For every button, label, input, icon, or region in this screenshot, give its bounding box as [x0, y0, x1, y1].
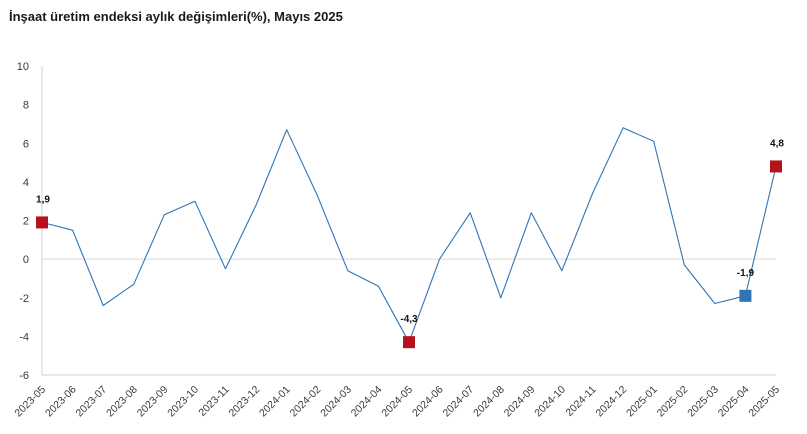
y-tick-label: 10: [17, 61, 29, 73]
y-tick-label: 8: [23, 100, 29, 112]
y-tick-label: -4: [19, 331, 29, 343]
data-label: 4,8: [770, 138, 784, 149]
x-tick-label: 2024-04: [349, 384, 385, 420]
y-tick-label: -6: [19, 370, 29, 382]
x-tick-label: 2025-05: [746, 384, 782, 420]
data-label: 1,9: [36, 194, 50, 205]
x-tick-label: 2025-03: [685, 384, 721, 420]
ticks-layer: -6-4-202468102023-052023-062023-072023-0…: [12, 61, 782, 419]
chart-title: İnşaat üretim endeksi aylık değişimleri(…: [9, 9, 343, 24]
data-label: -1,9: [737, 268, 755, 279]
data-label: -4,3: [400, 314, 418, 325]
x-tick-label: 2024-01: [257, 384, 293, 420]
y-tick-label: 2: [23, 216, 29, 228]
y-tick-label: -2: [19, 293, 29, 305]
x-tick-label: 2024-02: [288, 384, 324, 420]
x-tick-label: 2024-05: [379, 384, 415, 420]
x-tick-label: 2025-02: [655, 384, 691, 420]
x-tick-label: 2024-06: [410, 384, 446, 420]
highlight-marker: [403, 336, 415, 349]
x-tick-label: 2023-12: [226, 384, 262, 420]
series-line: [41, 127, 777, 343]
highlight-marker: [739, 289, 752, 302]
x-tick-label: 2023-09: [135, 384, 171, 420]
x-tick-label: 2023-07: [74, 384, 110, 420]
x-tick-label: 2023-06: [43, 384, 79, 420]
x-tick-label: 2023-10: [165, 384, 201, 420]
x-tick-label: 2024-10: [532, 384, 568, 420]
highlight-marker: [36, 216, 48, 229]
x-tick-label: 2024-03: [318, 384, 354, 420]
y-tick-label: 0: [23, 254, 29, 266]
x-tick-label: 2024-08: [471, 384, 507, 420]
labels-layer: 1,9 -4,3 -1,9 4,8: [36, 138, 784, 325]
markers-layer: [36, 160, 782, 349]
highlight-marker: [770, 160, 782, 173]
series-layer: [41, 127, 777, 343]
x-tick-label: 2024-11: [563, 384, 598, 419]
y-tick-label: 4: [23, 177, 29, 189]
x-tick-label: 2023-05: [12, 384, 48, 420]
y-tick-label: 6: [23, 138, 29, 150]
x-tick-label: 2025-04: [716, 384, 752, 420]
x-tick-label: 2023-08: [104, 384, 140, 420]
x-tick-label: 2025-01: [624, 384, 660, 420]
x-tick-label: 2024-12: [593, 384, 629, 420]
x-tick-label: 2024-07: [441, 384, 477, 420]
x-tick-label: 2023-11: [196, 384, 231, 419]
x-tick-label: 2024-09: [502, 384, 538, 420]
axes-layer: [41, 66, 776, 376]
